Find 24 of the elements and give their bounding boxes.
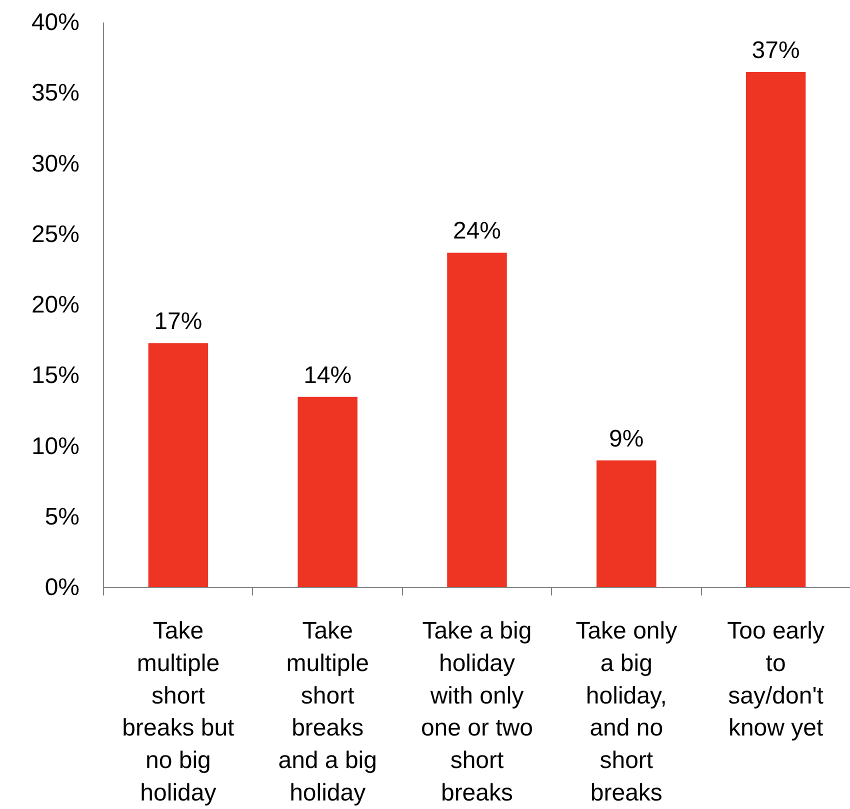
y-tick-label: 10% xyxy=(31,432,80,460)
data-label: 37% xyxy=(752,36,800,64)
data-label: 9% xyxy=(609,425,644,452)
y-tick-label: 0% xyxy=(44,574,80,601)
bar xyxy=(298,396,358,588)
y-tick-label: 15% xyxy=(31,362,80,390)
bar xyxy=(596,460,656,588)
x-tick-label: Take only a big holiday, and no short breaks xyxy=(576,618,678,806)
y-tick-label: 30% xyxy=(31,150,80,178)
bar xyxy=(746,72,806,588)
y-tick-label: 5% xyxy=(44,503,80,530)
y-tick-label: 25% xyxy=(31,220,80,248)
y-tick-label: 20% xyxy=(31,292,80,318)
x-tick-label: Too early to say/don't know yet xyxy=(727,618,824,742)
x-tick-label: Take multiple short breaks but no big holiday xyxy=(122,618,235,806)
bar xyxy=(148,343,208,588)
y-tick-label: 40% xyxy=(31,9,80,36)
x-tick-label: Take multiple short breaks and a big holiday xyxy=(278,618,377,806)
x-tick-label: Take a big holiday with only one or two short breaks xyxy=(420,618,534,806)
data-label: 14% xyxy=(304,362,352,389)
data-label: 17% xyxy=(154,308,202,336)
data-label: 24% xyxy=(452,218,502,245)
bar xyxy=(447,252,507,588)
y-tick-label: 35% xyxy=(31,80,80,107)
